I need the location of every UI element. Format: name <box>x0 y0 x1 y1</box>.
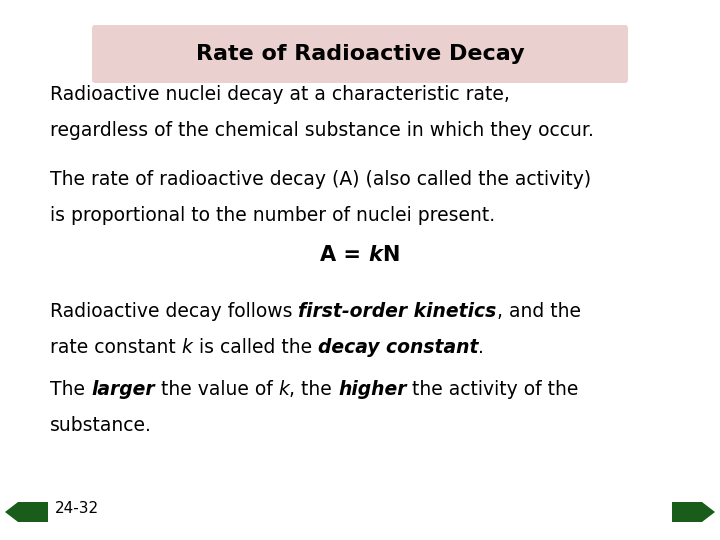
Text: 24-32: 24-32 <box>55 501 99 516</box>
Text: rate constant: rate constant <box>50 338 181 357</box>
Polygon shape <box>18 502 48 522</box>
Text: The rate of radioactive decay (A) (also called the activity): The rate of radioactive decay (A) (also … <box>50 170 591 189</box>
Text: The: The <box>50 380 91 399</box>
Text: , the: , the <box>289 380 338 399</box>
Text: is called the: is called the <box>193 338 318 357</box>
Text: k: k <box>369 245 382 265</box>
Text: , and the: , and the <box>497 302 581 321</box>
Text: N: N <box>382 245 400 265</box>
Polygon shape <box>672 502 702 522</box>
FancyBboxPatch shape <box>92 25 628 83</box>
Text: substance.: substance. <box>50 416 152 435</box>
Polygon shape <box>5 502 18 522</box>
Text: Radioactive nuclei decay at a characteristic rate,: Radioactive nuclei decay at a characteri… <box>50 85 510 104</box>
Text: Radioactive decay follows: Radioactive decay follows <box>50 302 299 321</box>
Text: k: k <box>279 380 289 399</box>
Text: higher: higher <box>338 380 407 399</box>
Polygon shape <box>702 502 715 522</box>
Text: A =: A = <box>320 245 369 265</box>
Text: is proportional to the number of nuclei present.: is proportional to the number of nuclei … <box>50 206 495 225</box>
Text: decay constant: decay constant <box>318 338 478 357</box>
Text: Rate of Radioactive Decay: Rate of Radioactive Decay <box>196 44 524 64</box>
Text: first-order kinetics: first-order kinetics <box>299 302 497 321</box>
Text: the activity of the: the activity of the <box>407 380 579 399</box>
Text: the value of: the value of <box>155 380 279 399</box>
Text: larger: larger <box>91 380 155 399</box>
Text: regardless of the chemical substance in which they occur.: regardless of the chemical substance in … <box>50 121 594 140</box>
Text: k: k <box>181 338 193 357</box>
Text: .: . <box>478 338 484 357</box>
